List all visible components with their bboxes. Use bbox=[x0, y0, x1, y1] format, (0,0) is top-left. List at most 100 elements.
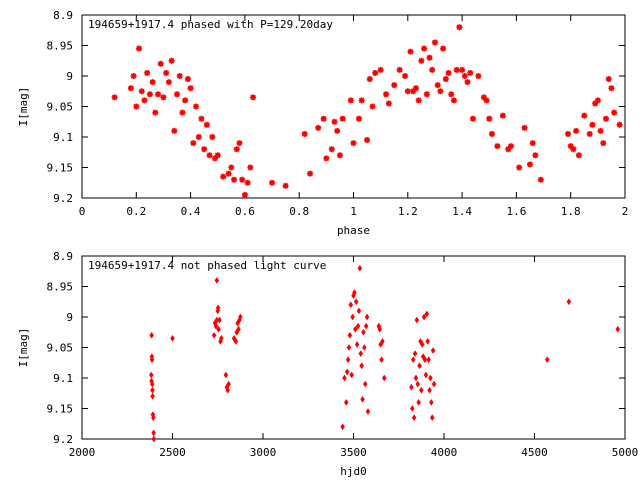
phased-data-point bbox=[141, 97, 148, 104]
raw-data-point bbox=[362, 344, 367, 351]
phased-data-point bbox=[130, 73, 137, 79]
phased-x-tick-label: 1.4 bbox=[452, 205, 472, 218]
raw-data-point bbox=[417, 362, 422, 370]
raw-data-point bbox=[151, 414, 156, 422]
phased-data-point bbox=[201, 146, 208, 153]
phased-data-point bbox=[331, 118, 338, 125]
phased-data-point bbox=[564, 130, 571, 137]
raw-data-point bbox=[345, 356, 351, 364]
phased-data-point bbox=[459, 66, 466, 73]
phased-data-point bbox=[423, 91, 430, 98]
raw-data-point bbox=[349, 371, 354, 379]
raw-data-point bbox=[419, 386, 424, 394]
phased-data-point bbox=[421, 45, 428, 52]
phased-y-tick-label: 8.95 bbox=[47, 40, 74, 53]
raw-data-point bbox=[544, 356, 550, 364]
raw-data-point bbox=[355, 322, 361, 330]
phased-data-point bbox=[467, 69, 474, 76]
raw-x-tick-label: 5000 bbox=[612, 446, 639, 459]
phased-data-point bbox=[486, 115, 493, 122]
phased-data-point bbox=[488, 130, 495, 137]
phased-data-point bbox=[193, 103, 200, 110]
raw-x-tick-label: 3500 bbox=[340, 446, 367, 459]
raw-data-point bbox=[380, 337, 385, 345]
phased-data-point bbox=[611, 109, 618, 116]
phased-data-point bbox=[136, 45, 143, 52]
raw-data-point bbox=[236, 325, 241, 333]
phased-data-point bbox=[594, 97, 601, 104]
raw-data-point bbox=[346, 344, 352, 351]
phased-data-point bbox=[355, 115, 362, 122]
raw-light-curve-panel: 2000 2500 3000 3500 4000 4500 5000 8.9 8.95 9 9.05… bbox=[17, 250, 638, 478]
phased-data-point bbox=[616, 121, 623, 128]
raw-x-tick-label: 3000 bbox=[250, 446, 277, 459]
raw-data-point bbox=[358, 350, 364, 358]
phased-data-point bbox=[410, 88, 417, 95]
phased-x-tick-label: 0.4 bbox=[181, 205, 201, 218]
phased-data-point bbox=[320, 115, 327, 122]
raw-data-point bbox=[348, 301, 354, 309]
phased-data-point bbox=[475, 73, 482, 79]
phased-data-point bbox=[608, 85, 615, 92]
phased-data-point bbox=[586, 130, 593, 137]
raw-data-point bbox=[430, 347, 436, 355]
phased-data-point bbox=[516, 164, 523, 171]
raw-data-point bbox=[150, 392, 155, 400]
phased-data-point bbox=[567, 143, 574, 150]
raw-data-point bbox=[615, 325, 621, 333]
raw-data-point bbox=[359, 362, 364, 370]
phased-data-point bbox=[404, 88, 411, 95]
phased-data-point bbox=[358, 97, 365, 104]
phased-data-point bbox=[190, 140, 197, 147]
raw-data-point bbox=[350, 313, 355, 321]
raw-data-point bbox=[340, 423, 345, 431]
raw-y-tick-label: 9 bbox=[66, 311, 73, 324]
raw-data-point bbox=[409, 383, 414, 391]
raw-x-tick-label: 2500 bbox=[159, 446, 186, 459]
phased-chart-title: 194659+1917.4 phased with P=129.20day bbox=[88, 18, 333, 31]
phased-data-point bbox=[336, 152, 343, 159]
raw-data-point bbox=[414, 316, 420, 324]
phased-data-point bbox=[364, 137, 371, 144]
phased-x-tick-label: 2 bbox=[622, 205, 629, 218]
raw-data-point bbox=[364, 313, 370, 321]
phased-data-point bbox=[347, 97, 354, 104]
phased-data-point bbox=[402, 73, 409, 79]
raw-y-axis-label: I[mag] bbox=[17, 328, 30, 368]
phased-data-point bbox=[163, 69, 170, 76]
phased-data-point bbox=[605, 76, 612, 83]
phased-data-point bbox=[532, 152, 539, 159]
phased-data-point bbox=[415, 97, 422, 104]
raw-y-tick-label: 9.05 bbox=[47, 342, 74, 355]
phased-data-point bbox=[323, 155, 330, 162]
raw-data-point bbox=[410, 405, 415, 412]
raw-y-tick-label: 9.2 bbox=[53, 433, 73, 446]
phased-data-point bbox=[507, 143, 514, 150]
phased-data-point bbox=[282, 182, 289, 189]
phased-data-point bbox=[160, 94, 167, 101]
raw-data-point bbox=[429, 398, 434, 406]
raw-data-point bbox=[427, 386, 432, 394]
raw-x-tick-label: 4000 bbox=[431, 446, 458, 459]
phased-data-point bbox=[241, 191, 248, 198]
phased-data-point bbox=[250, 94, 257, 101]
phased-data-point bbox=[228, 164, 235, 171]
phased-data-point bbox=[187, 85, 194, 92]
phased-data-point bbox=[573, 127, 580, 134]
phased-y-tick-label: 8.9 bbox=[53, 9, 73, 22]
phased-data-point bbox=[602, 115, 609, 122]
phased-data-point bbox=[429, 66, 436, 73]
raw-y-tick-label: 8.95 bbox=[47, 281, 74, 294]
phased-x-tick-label: 0.2 bbox=[126, 205, 146, 218]
phased-data-point bbox=[144, 69, 151, 76]
phased-data-point bbox=[391, 82, 398, 89]
phased-data-point bbox=[372, 69, 379, 76]
phased-data-point bbox=[206, 152, 213, 159]
phased-data-point bbox=[450, 97, 457, 104]
phased-data-point bbox=[442, 76, 449, 83]
phased-data-point bbox=[412, 85, 419, 92]
phased-data-point bbox=[165, 79, 172, 86]
phased-data-point bbox=[581, 112, 588, 119]
phased-data-point bbox=[111, 94, 118, 101]
